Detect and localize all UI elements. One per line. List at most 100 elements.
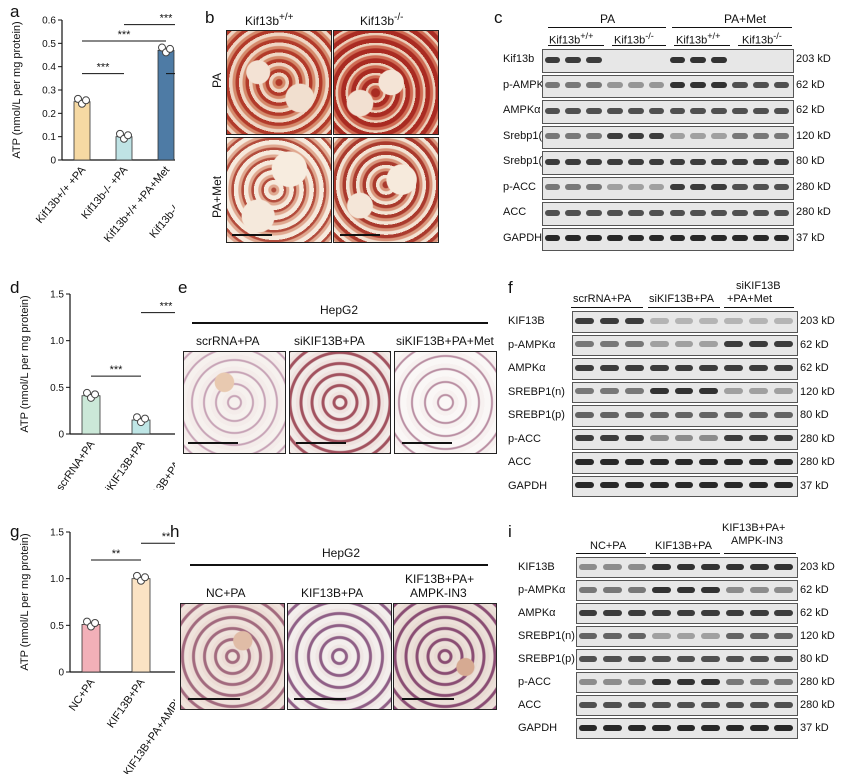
data-point	[91, 619, 99, 627]
blot-band	[574, 458, 594, 465]
blot-band	[627, 82, 644, 89]
blot-band	[674, 341, 694, 348]
blot-band	[774, 724, 794, 731]
f-group-label-1: scrRNA+PA	[573, 293, 632, 305]
blot-band	[586, 158, 602, 165]
blot-kd-label: 62 kD	[796, 78, 825, 91]
blot-band	[652, 655, 671, 662]
panel-label-d: d	[10, 278, 20, 297]
blot-band	[544, 209, 561, 216]
c-sub-ko-2: Kif13b-/-	[742, 31, 782, 47]
blot-row-label: SREBP1(n)	[508, 385, 565, 398]
blot-band	[732, 209, 748, 216]
blot-kd-label: 37 kD	[796, 231, 825, 244]
blot-band	[732, 235, 748, 242]
significance-label: ***	[97, 62, 111, 74]
blot-band	[752, 184, 769, 191]
y-tick-label: 0.5	[50, 383, 64, 394]
blot-band	[711, 107, 727, 114]
blot-band	[627, 609, 647, 616]
blot-kd-label: 280 kD	[800, 699, 835, 711]
bar	[73, 101, 91, 161]
blot-band	[578, 678, 598, 685]
y-tick-label: 1.0	[50, 336, 64, 347]
y-tick-label: 1.5	[50, 290, 64, 301]
blot-band	[752, 133, 769, 140]
blot-band	[749, 458, 769, 465]
blot-band	[725, 609, 745, 616]
blot-band	[578, 655, 598, 662]
scale-bar	[188, 698, 240, 700]
blot-band	[711, 82, 727, 89]
blot-band	[711, 158, 727, 165]
c-sub-wt-1: Kif13b+/+	[549, 31, 594, 47]
oil-red-image-sikif13b-pa	[289, 351, 391, 454]
blot-band	[674, 435, 694, 442]
blot-band	[544, 184, 561, 191]
blot-row-label: SREBP1(p)	[508, 409, 565, 421]
y-tick-label: 0.2	[42, 109, 56, 120]
blot-band	[774, 609, 794, 616]
blot-band	[565, 158, 582, 165]
blot-band	[652, 632, 671, 639]
blot-band	[732, 82, 748, 89]
blot-band	[674, 458, 694, 465]
blot-band	[574, 364, 594, 371]
blot-band	[627, 678, 647, 685]
blot-band	[649, 458, 669, 465]
blot-strip	[542, 100, 794, 124]
blot-row-label: GAPDH	[508, 479, 548, 492]
blot-row-label: SREBP1(n)	[518, 630, 575, 642]
blot-band	[652, 563, 671, 570]
blot-row-label: Kif13b	[503, 53, 535, 65]
c-sub-line	[674, 45, 730, 46]
blot-band	[669, 107, 686, 114]
blot-band	[544, 56, 561, 63]
blot-band	[669, 158, 686, 165]
blot-band	[774, 678, 794, 685]
h-cell-line-label: HepG2	[322, 546, 361, 560]
e-col-label-3: siKIF13B+PA+Met	[396, 334, 494, 348]
blot-band	[624, 458, 644, 465]
blot-band	[599, 317, 619, 324]
blot-strip	[542, 176, 794, 200]
blot-band	[578, 609, 598, 616]
blot-band	[699, 411, 719, 418]
blot-strip	[542, 49, 794, 73]
blot-band	[774, 341, 793, 348]
b-row-label-pa-met: PA+Met	[210, 175, 224, 218]
blot-band	[774, 632, 794, 639]
blot-band	[752, 235, 769, 242]
blot-band	[544, 133, 561, 140]
blot-kd-label: 80 kD	[800, 653, 829, 665]
i-group-line	[724, 553, 796, 554]
h-col-label-3b: AMPK-IN3	[410, 586, 467, 600]
blot-band	[749, 435, 769, 442]
blot-band	[574, 388, 594, 395]
blot-band	[648, 235, 665, 242]
blot-band	[603, 632, 622, 639]
b-row-label-pa: PA	[210, 72, 224, 88]
blot-band	[627, 107, 644, 114]
blot-band	[690, 133, 707, 140]
y-tick-label: 0	[58, 668, 64, 679]
blot-band	[701, 724, 720, 731]
blot-band	[749, 364, 769, 371]
blot-row-label: p-ACC	[518, 676, 552, 688]
blot-band	[749, 482, 769, 489]
blot-band	[724, 411, 744, 418]
i-group-label-3b: AMPK-IN3	[731, 535, 783, 547]
y-tick-label: 1.0	[50, 574, 64, 585]
blot-band	[732, 107, 748, 114]
blot-kd-label: 280 kD	[800, 432, 835, 445]
blot-row-label: KIF13B	[508, 315, 545, 327]
category-label: siKIF13B+PA	[100, 438, 147, 490]
blot-band	[750, 701, 769, 708]
blot-row-label: Srebp1(p)	[503, 155, 552, 167]
oil-red-image-wt-pa	[226, 30, 332, 135]
blot-band	[649, 411, 669, 418]
bar	[81, 624, 101, 673]
y-tick-label: 0.5	[50, 621, 64, 632]
panel-label-i: i	[508, 522, 512, 541]
blot-band	[624, 341, 644, 348]
